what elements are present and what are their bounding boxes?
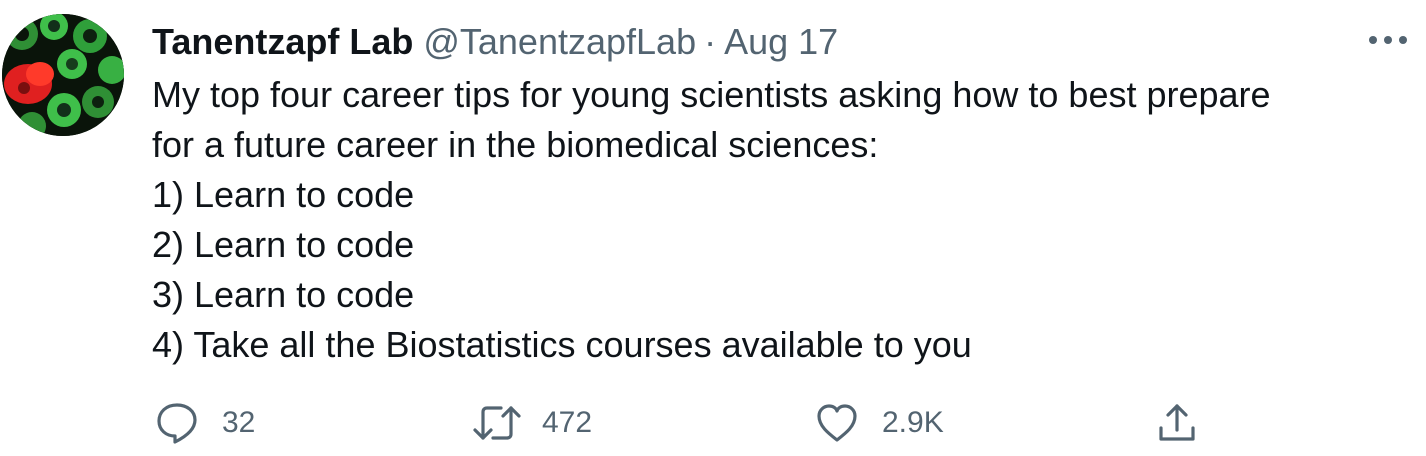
retweet-icon <box>472 398 522 448</box>
tweet-text-line: 4) Take all the Biostatistics courses av… <box>152 324 972 365</box>
reply-icon <box>152 398 202 448</box>
more-horizontal-icon <box>1368 32 1408 50</box>
author-handle[interactable]: @TanentzapfLab <box>423 21 697 62</box>
author-name[interactable]: Tanentzapf Lab <box>152 21 414 62</box>
tweet-text-line: My top four career tips for young scient… <box>152 74 1271 115</box>
tweet-text-line: 3) Learn to code <box>152 274 415 315</box>
more-options-button[interactable] <box>1364 26 1412 56</box>
heart-icon <box>812 398 862 448</box>
tweet-header: Tanentzapf Lab @TanentzapfLab · Aug 17 <box>152 18 838 66</box>
reply-count: 32 <box>222 406 256 439</box>
share-button[interactable] <box>1152 398 1202 448</box>
tweet-text-line: 2) Learn to code <box>152 224 415 265</box>
tweet-actions: 32 472 2.9K <box>152 398 1414 448</box>
retweet-button[interactable]: 472 <box>472 398 592 448</box>
like-count: 2.9K <box>882 406 944 439</box>
tweet-date[interactable]: Aug 17 <box>724 21 839 62</box>
tweet-text-line: for a future career in the biomedical sc… <box>152 124 879 165</box>
retweet-count: 472 <box>542 406 593 439</box>
separator-dot: · <box>704 21 717 62</box>
avatar[interactable] <box>2 14 124 136</box>
share-icon <box>1152 398 1202 448</box>
like-button[interactable]: 2.9K <box>812 398 944 448</box>
reply-button[interactable]: 32 <box>152 398 255 448</box>
avatar-image <box>2 14 124 136</box>
tweet-text-line: 1) Learn to code <box>152 174 415 215</box>
tweet-text: My top four career tips for young scient… <box>152 70 1414 370</box>
